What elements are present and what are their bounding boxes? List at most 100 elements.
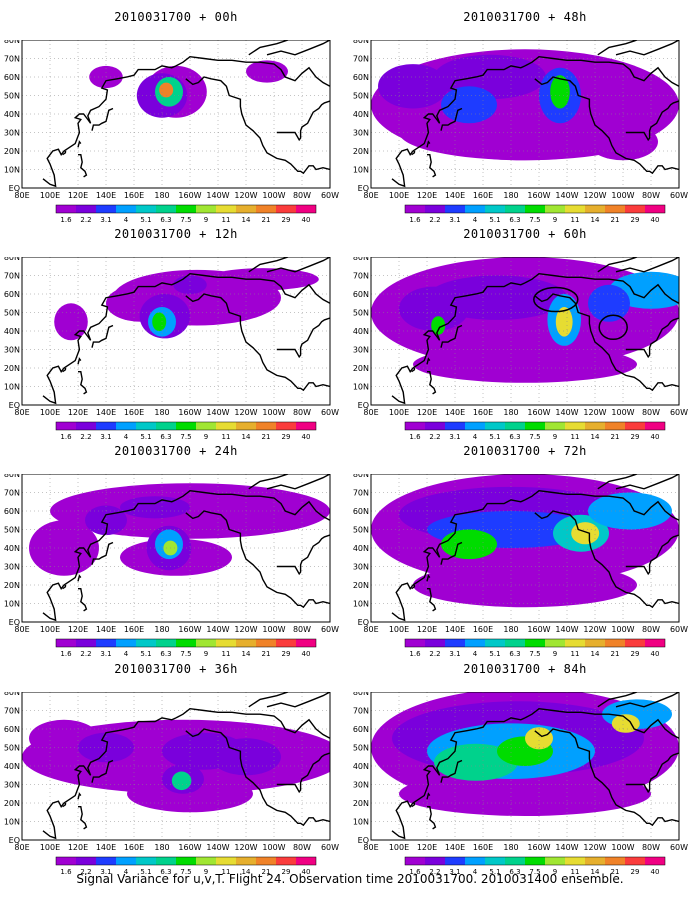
colorbar-swatch — [525, 205, 545, 213]
y-tick-label: 80N — [4, 257, 20, 262]
colorbar-label: 40 — [651, 216, 660, 224]
colorbar-swatch — [256, 639, 276, 647]
colorbar-label: 4 — [124, 216, 129, 224]
map-panel: EQ 10N 20N 30N 40N 50N 60N 70N 80N 80E 100E 120E 140… — [353, 257, 688, 441]
x-tick-label: 140W — [555, 625, 578, 634]
x-tick-label: 180 — [503, 843, 518, 852]
colorbar-swatch — [505, 205, 525, 213]
colorbar-label: 21 — [262, 216, 271, 224]
colorbar-label: 6.3 — [160, 868, 171, 876]
colorbar-label: 14 — [591, 216, 600, 224]
colorbar-swatch — [176, 639, 196, 647]
colorbar-label: 40 — [651, 868, 660, 876]
coastline — [276, 317, 330, 359]
y-tick-label: 20N — [4, 799, 20, 808]
x-tick-label: 140E — [96, 625, 116, 634]
y-tick-label: 40N — [353, 544, 369, 553]
y-tick-label: 40N — [353, 327, 369, 336]
x-tick-label: 140W — [206, 408, 229, 417]
colorbar-label: 1.6 — [409, 216, 421, 224]
y-tick-label: 40N — [4, 327, 20, 336]
x-tick-label: 120E — [68, 408, 88, 417]
colorbar-swatch — [256, 422, 276, 430]
x-tick-label: 60W — [321, 408, 339, 417]
colorbar-label: 2.2 — [80, 433, 91, 441]
colorbar-label: 4 — [473, 216, 478, 224]
y-tick-label: 40N — [353, 110, 369, 119]
y-tick-label: 10N — [4, 166, 20, 175]
x-tick-label: 140W — [206, 625, 229, 634]
y-tick-label: 70N — [353, 489, 369, 498]
y-tick-label: 50N — [353, 92, 369, 101]
annotation-ellipse — [533, 286, 579, 313]
map-frame — [370, 257, 680, 406]
x-tick-label: 80W — [293, 843, 311, 852]
y-tick-label: 70N — [4, 55, 20, 64]
coastline — [276, 534, 330, 576]
colorbar-swatch — [445, 422, 465, 430]
map-panel: EQ 10N 20N 30N 40N 50N 60N 70N 80N 80E 100E 120E 140… — [353, 40, 688, 224]
x-tick-label: 100E — [40, 191, 60, 200]
y-tick-label: 40N — [4, 544, 20, 553]
colorbar-label: 40 — [651, 650, 660, 658]
x-tick-label: 60W — [321, 843, 339, 852]
colorbar-label: 9 — [553, 433, 557, 441]
x-tick-label: 80W — [293, 625, 311, 634]
colorbar-swatch — [136, 639, 156, 647]
coastline — [427, 154, 437, 178]
coastline — [426, 574, 431, 582]
colorbar-label: 5.1 — [140, 868, 151, 876]
colorbar-swatch — [525, 857, 545, 865]
colorbar-label: 21 — [611, 433, 620, 441]
coastline — [440, 759, 463, 783]
colorbar-swatch — [405, 205, 425, 213]
x-tick-label: 160E — [124, 843, 144, 852]
x-tick-label: 120W — [583, 191, 606, 200]
colorbar-swatch — [465, 205, 485, 213]
colorbar-label: 2.2 — [80, 216, 91, 224]
colorbar-swatch — [176, 857, 196, 865]
x-tick-label: 120E — [68, 625, 88, 634]
y-tick-label: 80N — [353, 40, 369, 45]
x-tick-label: 160E — [124, 625, 144, 634]
coastline — [625, 534, 679, 576]
coastline — [248, 257, 289, 273]
x-tick-label: 180 — [154, 843, 169, 852]
y-tick-label: EQ — [358, 184, 369, 193]
colorbar-label: 11 — [222, 868, 231, 876]
coastline — [77, 357, 82, 365]
x-tick-label: 180 — [503, 408, 518, 417]
coastline — [524, 707, 679, 739]
colorbar-label: 21 — [611, 650, 620, 658]
y-tick-label: 80N — [353, 474, 369, 479]
colorbar-swatch — [545, 639, 565, 647]
colorbar-label: 7.5 — [529, 433, 540, 441]
x-tick-label: 120E — [68, 191, 88, 200]
x-tick-label: 140E — [445, 191, 465, 200]
colorbar-label: 4 — [473, 650, 478, 658]
colorbar-swatch — [136, 857, 156, 865]
y-tick-label: 10N — [353, 166, 369, 175]
colorbar-swatch — [485, 857, 505, 865]
colorbar-label: 9 — [204, 433, 208, 441]
colorbar-label: 29 — [282, 216, 291, 224]
colorbar-swatch — [525, 422, 545, 430]
coastline — [391, 65, 526, 188]
colorbar-label: 5.1 — [140, 650, 151, 658]
colorbar-label: 40 — [302, 216, 311, 224]
y-tick-label: 20N — [353, 581, 369, 590]
y-tick-label: EQ — [358, 618, 369, 627]
coastline — [185, 76, 330, 175]
y-tick-label: EQ — [9, 184, 20, 193]
colorbar-label: 1.6 — [409, 433, 421, 441]
colorbar-label: 5.1 — [140, 216, 151, 224]
x-tick-label: 120W — [583, 408, 606, 417]
coastline — [426, 357, 431, 365]
colorbar-label: 1.6 — [60, 433, 72, 441]
colorbar-swatch — [176, 205, 196, 213]
coastline — [534, 510, 679, 609]
y-tick-label: 20N — [4, 147, 20, 156]
colorbar-swatch — [116, 205, 136, 213]
coastline — [276, 752, 330, 794]
colorbar-swatch — [156, 205, 176, 213]
